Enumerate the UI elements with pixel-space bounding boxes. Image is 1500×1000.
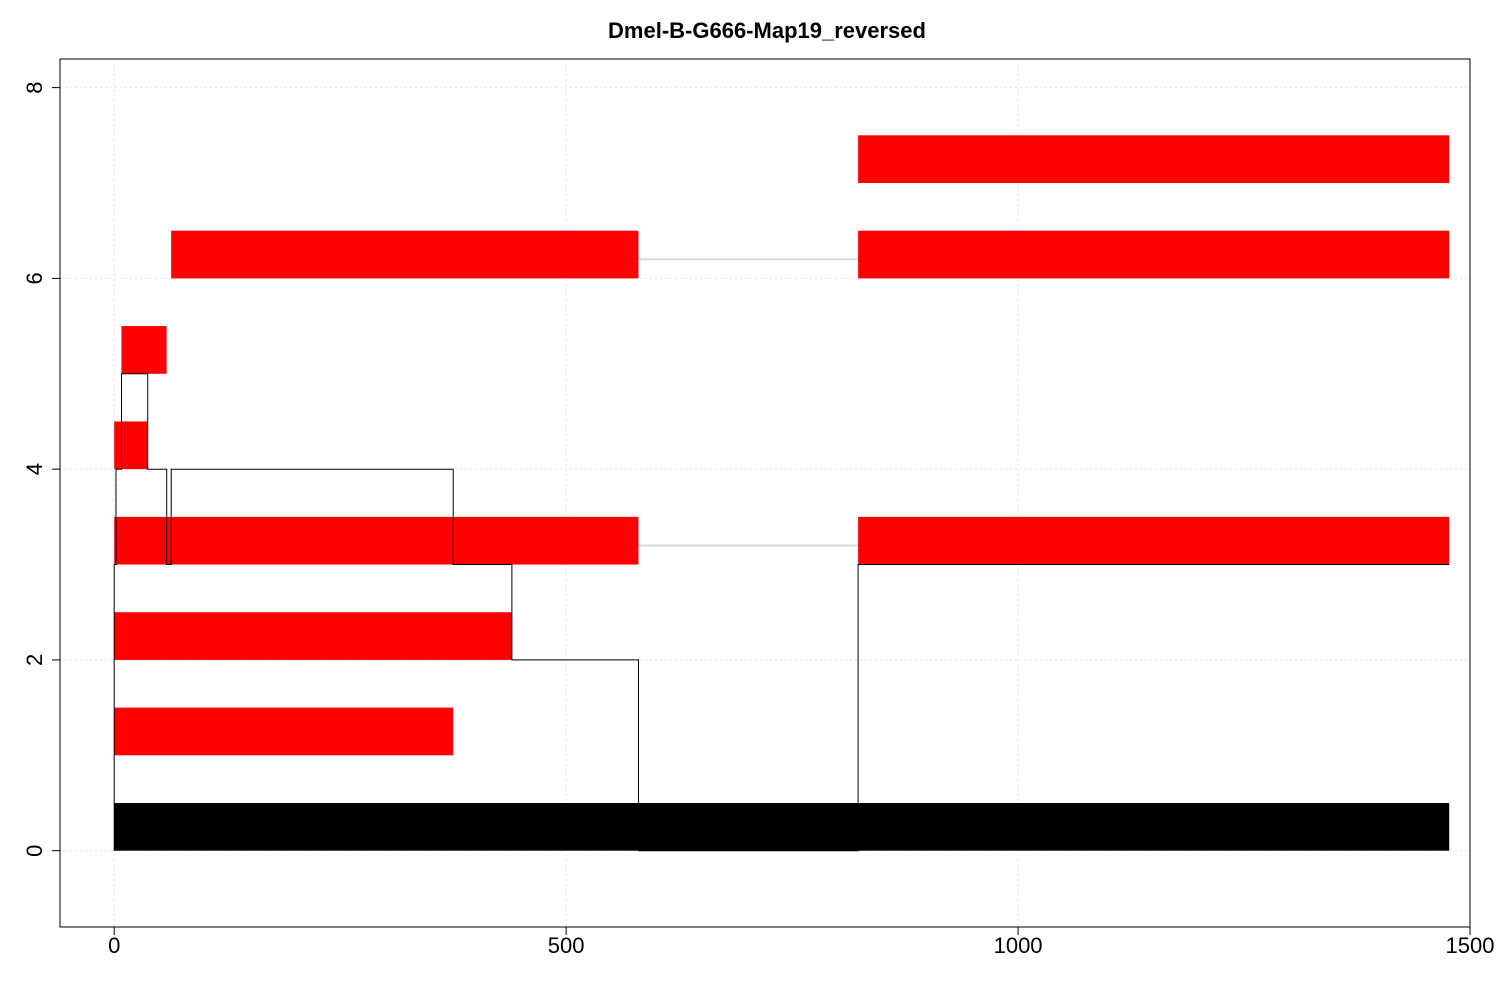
y-tick-label: 0: [22, 845, 47, 857]
x-tick-label: 1500: [1446, 933, 1495, 958]
reference-bar: [114, 803, 1450, 851]
alignment-segment: [114, 707, 454, 756]
alignment-segment: [171, 230, 639, 279]
grid-lines: [60, 59, 1471, 927]
alignment-segment: [858, 516, 1450, 565]
alignment-segment: [114, 516, 639, 565]
alignment-segment: [858, 135, 1450, 183]
alignment-segment: [114, 612, 512, 660]
x-tick-label: 500: [548, 933, 585, 958]
y-tick-label: 8: [22, 81, 47, 93]
x-tick-label: 0: [108, 933, 120, 958]
plot-frame: [59, 58, 1471, 928]
alignment-segment: [121, 326, 167, 374]
x-tick-label: 1000: [994, 933, 1043, 958]
alignment-segment: [858, 230, 1450, 279]
chart-title: Dmel-B-G666-Map19_reversed: [608, 18, 926, 43]
y-tick-label: 4: [22, 463, 47, 475]
axes: 0 500 1000 1500 0 2 4 6 8: [22, 81, 1494, 958]
chart-marks: [113, 135, 1450, 852]
coverage-line: [113, 373, 1450, 852]
y-tick-label: 2: [22, 654, 47, 666]
alignment-segment: [114, 421, 148, 470]
y-tick-label: 6: [22, 272, 47, 284]
